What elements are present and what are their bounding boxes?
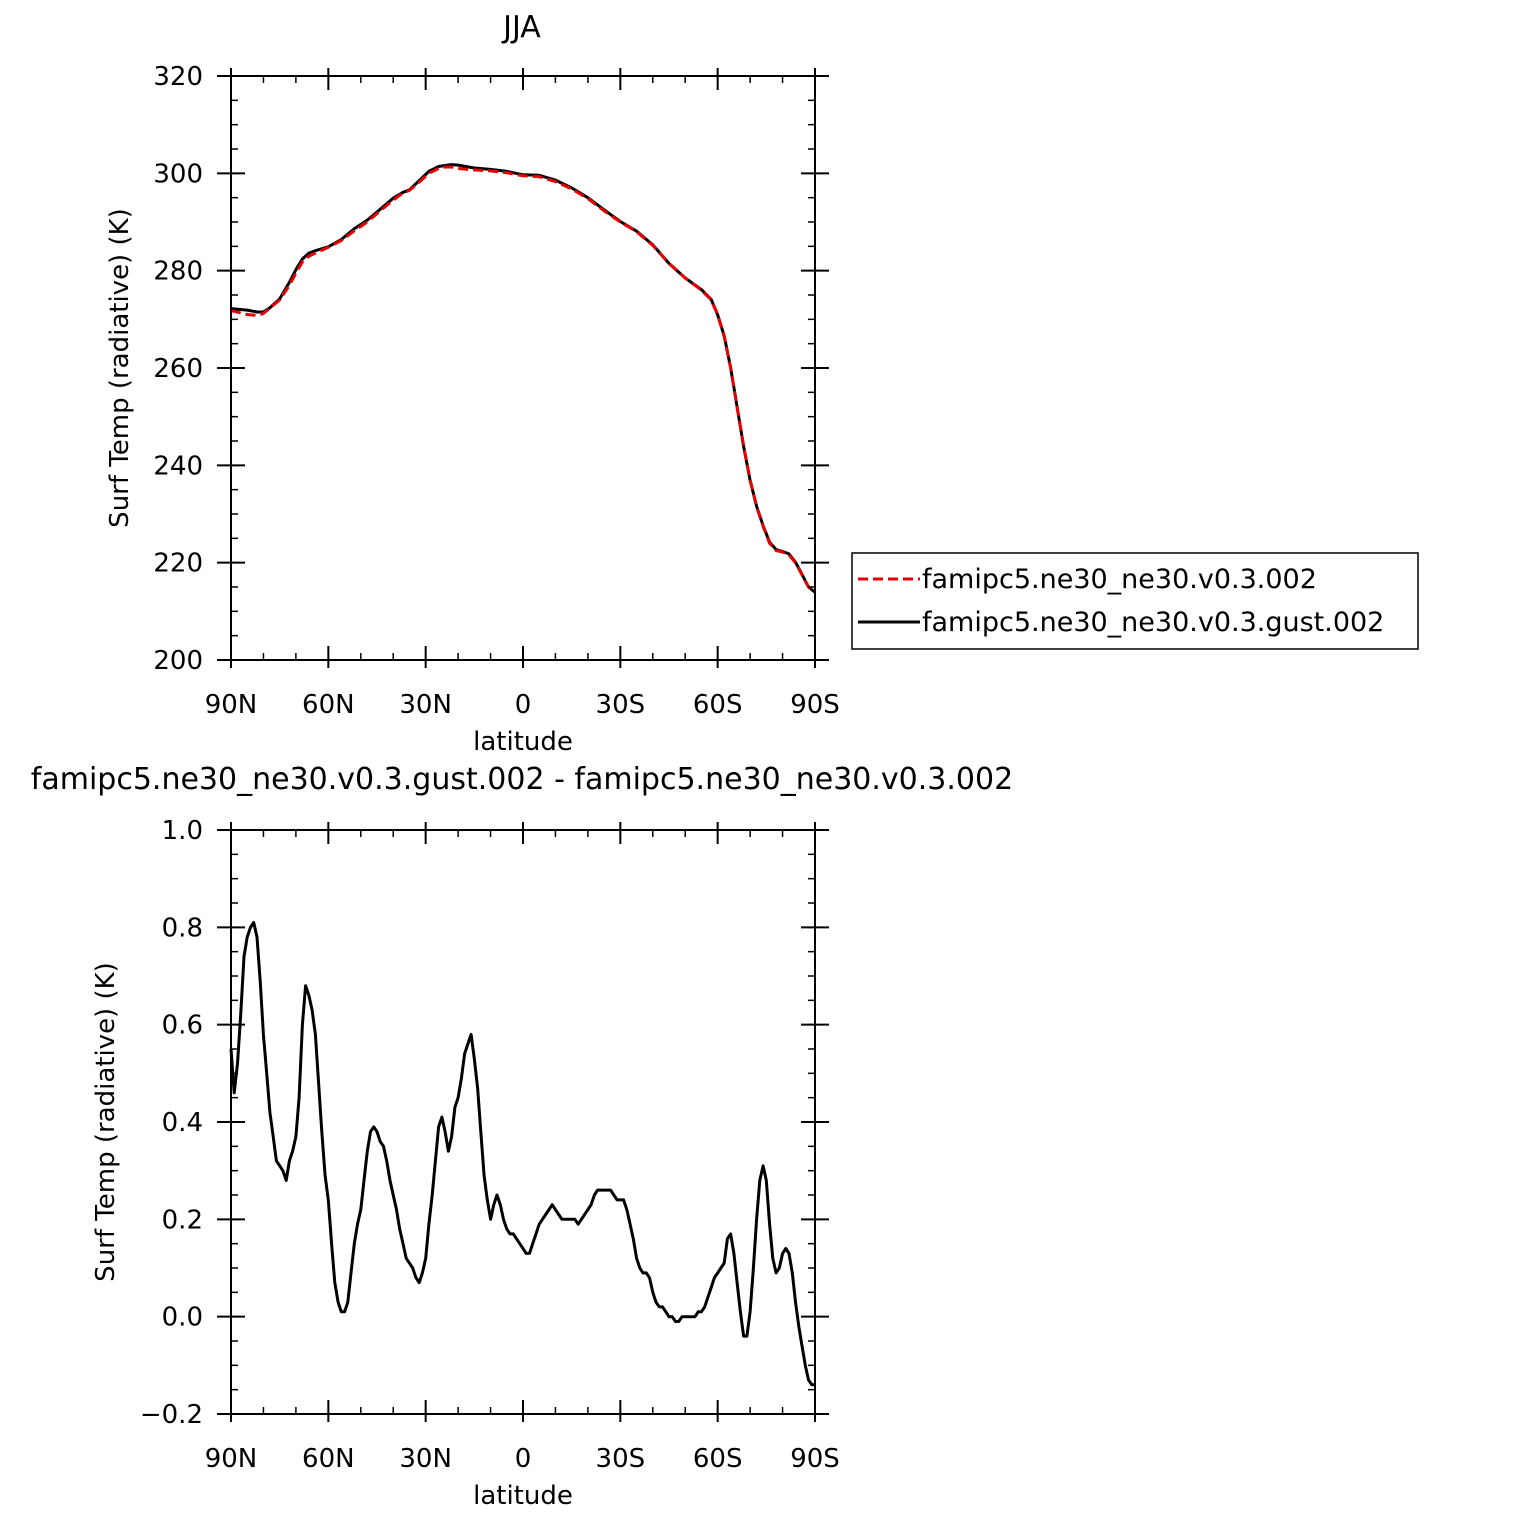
top-series-line-0 <box>230 165 816 594</box>
legend-box <box>851 552 1419 650</box>
bottom-y-tick-label: 0.2 <box>162 1205 203 1235</box>
legend: famipc5.ne30_ne30.v0.3.002 famipc5.ne30_… <box>851 552 1419 650</box>
bottom-x-tick-label: 60S <box>693 1444 743 1474</box>
bottom-y-tick-label: 0.0 <box>162 1303 203 1333</box>
top-chart-title: JJA <box>501 10 541 45</box>
legend-label-gust: famipc5.ne30_ne30.v0.3.gust.002 <box>922 607 1384 638</box>
bottom-x-tick-label: 60N <box>302 1444 355 1474</box>
bottom-y-axis-label: Surf Temp (radiative) (K) <box>91 962 121 1282</box>
top-x-tick-label: 60S <box>693 690 743 720</box>
top-x-axis-label: latitude <box>473 727 573 757</box>
bottom-series-group <box>229 921 815 1387</box>
bottom-x-tick-label: 90S <box>790 1444 840 1474</box>
bottom-chart-title: famipc5.ne30_ne30.v0.3.gust.002 - famipc… <box>31 762 1013 797</box>
bottom-plot-panel: famipc5.ne30_ne30.v0.3.gust.002 - famipc… <box>31 762 1013 1511</box>
bottom-y-tick-label: 0.8 <box>162 913 203 943</box>
top-x-tick-label: 60N <box>302 690 355 720</box>
legend-label-control: famipc5.ne30_ne30.v0.3.002 <box>922 564 1317 595</box>
top-x-tick-label: 0 <box>515 690 532 720</box>
bottom-plot-frame <box>230 829 816 1415</box>
bottom-series-line-0 <box>229 921 815 1387</box>
top-y-tick-label: 280 <box>153 257 203 287</box>
bottom-x-tick-label: 90N <box>205 1444 258 1474</box>
top-x-tick-label: 90N <box>205 690 258 720</box>
top-x-tick-label: 30N <box>399 690 452 720</box>
bottom-x-tick-label: 30N <box>399 1444 452 1474</box>
bottom-y-tick-label: 0.6 <box>162 1011 203 1041</box>
top-plot-panel: JJA 90N 60N 30N 0 30S 60S 90S 200 220 240 260 280 30… <box>105 10 840 757</box>
top-y-axis-label: Surf Temp (radiative) (K) <box>105 208 135 528</box>
top-y-tick-label: 240 <box>153 451 203 481</box>
top-x-tick-label: 90S <box>790 690 840 720</box>
top-plot-frame <box>230 75 816 661</box>
bottom-x-tick-label: 0 <box>515 1444 532 1474</box>
top-y-tick-label: 300 <box>153 159 203 189</box>
top-axis-ticks: 90N 60N 30N 0 30S 60S 90S 200 220 240 260 280 300 320 <box>153 62 839 720</box>
bottom-y-tick-label: −0.2 <box>140 1400 203 1430</box>
bottom-axis-ticks: 90N 60N 30N 0 30S 60S 90S −0.2 0.0 0.2 0.4 0.6 0.8 1.… <box>140 816 840 1474</box>
top-series-group <box>230 163 816 594</box>
bottom-x-axis-label: latitude <box>473 1481 573 1511</box>
bottom-y-tick-label: 1.0 <box>162 816 203 846</box>
top-y-tick-label: 200 <box>153 646 203 676</box>
bottom-x-tick-label: 30S <box>596 1444 646 1474</box>
top-y-tick-label: 260 <box>153 354 203 384</box>
top-y-tick-label: 220 <box>153 549 203 579</box>
bottom-y-tick-label: 0.4 <box>162 1108 203 1138</box>
top-x-tick-label: 30S <box>596 690 646 720</box>
top-y-tick-label: 320 <box>153 62 203 92</box>
top-series-line-1 <box>230 163 816 594</box>
